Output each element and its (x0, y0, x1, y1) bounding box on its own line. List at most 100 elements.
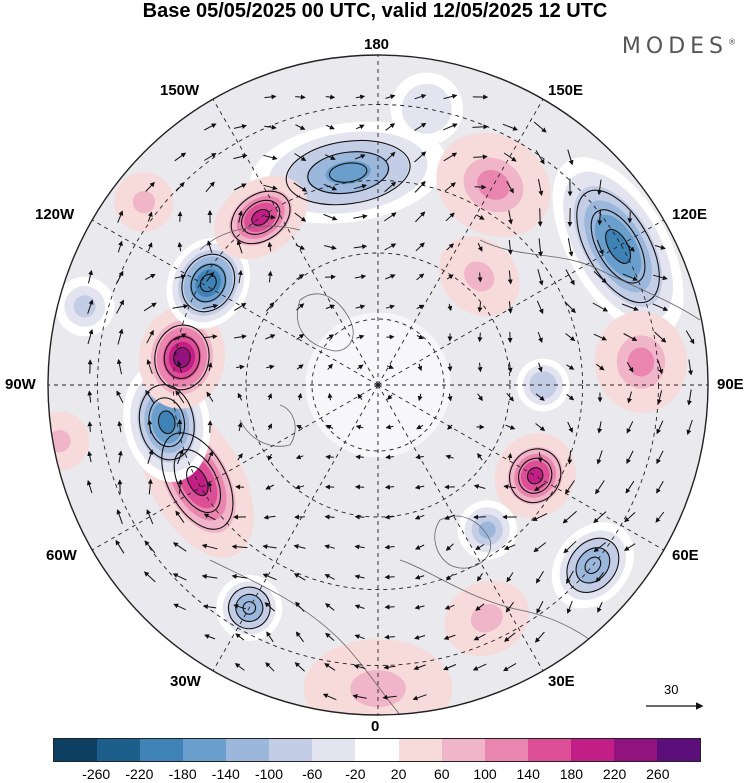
wind-arrow (324, 544, 335, 550)
wind-arrow (414, 634, 426, 640)
wind-arrow (444, 182, 456, 192)
wind-arrow (204, 123, 217, 131)
wind-arrow (147, 211, 153, 222)
lon-label-60w: 60W (46, 547, 77, 564)
wind-arrow (354, 574, 365, 580)
colorbar-tick-label: -260 (82, 766, 111, 782)
contour-rings (285, 139, 411, 206)
wind-arrow (295, 94, 306, 100)
colorbar-ticks: -260 -220 -180 -140 -100 -60 -20 20 60 100 140 180 2… (0, 766, 750, 783)
wind-arrow (443, 93, 458, 100)
wind-arrow (204, 152, 217, 161)
wind-arrow (416, 304, 425, 310)
wind-arrow (654, 331, 667, 343)
reference-vector-value: 30 (664, 682, 679, 697)
wind-arrow (237, 453, 243, 461)
wind-arrow (202, 604, 217, 610)
wind-arrow (205, 181, 215, 193)
wind-arrow (444, 604, 455, 610)
wind-arrow (353, 664, 366, 669)
wind-arrow (297, 392, 303, 401)
wind-arrow (295, 454, 304, 460)
wind-arrow (325, 94, 336, 100)
wind-arrow (201, 574, 218, 579)
wind-arrow (264, 94, 277, 100)
wind-arrow (593, 333, 608, 341)
coastline (209, 559, 401, 715)
wind-arrow (593, 511, 607, 524)
wind-arrow (267, 270, 273, 283)
wind-arrow (88, 269, 93, 284)
wind-arrow (621, 303, 639, 311)
positive-anomaly (138, 306, 226, 409)
wind-arrow (444, 514, 455, 520)
wind-arrow (293, 573, 306, 581)
wind-arrow (413, 664, 426, 671)
wind-arrow (267, 241, 273, 252)
wind-arrow (506, 572, 514, 583)
wind-arrow (414, 484, 425, 490)
lon-label-30e: 30E (548, 673, 575, 690)
colorbar-tick-label: 60 (434, 766, 450, 782)
wind-arrow (385, 94, 396, 100)
wind-arrow (266, 364, 275, 370)
wind-arrow (385, 274, 396, 280)
wind-arrow (385, 454, 394, 460)
wind-arrow (354, 604, 365, 610)
wind-arrow (207, 481, 213, 492)
wind-arrow (566, 600, 573, 614)
wind-arrow (595, 571, 604, 583)
wind-arrow (566, 364, 575, 370)
wind-arrow (296, 425, 304, 430)
wind-arrow (322, 693, 337, 701)
wind-arrow (356, 334, 365, 340)
wind-arrow (414, 94, 427, 100)
wind-arrow (623, 333, 638, 341)
wind-arrow (204, 634, 216, 640)
wind-arrow (532, 513, 548, 521)
wind-arrow (354, 274, 367, 280)
wind-arrow (535, 423, 546, 432)
wind-arrow (295, 244, 305, 250)
wind-arrow (382, 694, 397, 700)
wind-arrow (503, 484, 516, 490)
meridian-line (377, 384, 544, 672)
wind-arrow (447, 363, 453, 372)
wind-arrow (206, 391, 214, 402)
colorbar-tick-label: 260 (646, 766, 670, 782)
wind-arrow (535, 150, 545, 165)
wind-arrow (296, 364, 304, 370)
wind-arrow (565, 480, 575, 495)
contour-rings (566, 537, 620, 593)
wind-arrow (324, 574, 335, 580)
wind-arrow (566, 570, 574, 584)
polar-anomaly-map (47, 54, 709, 716)
wind-arrow (566, 393, 575, 401)
wind-arrow (172, 542, 187, 552)
page-title: Base 05/05/2025 00 UTC, valid 12/05/2025… (142, 0, 608, 22)
wind-arrow (447, 393, 453, 402)
lon-label-0: 0 (371, 718, 380, 735)
wind-arrow (237, 422, 243, 432)
wind-arrow (472, 663, 487, 671)
wind-arrow (507, 452, 513, 461)
wind-arrow (446, 243, 455, 251)
wind-arrow (117, 210, 124, 223)
colorbar-swatch (527, 739, 571, 761)
wind-arrow (326, 424, 334, 430)
wind-arrow (417, 363, 423, 372)
positive-anomaly (594, 311, 688, 413)
wind-arrow (143, 571, 156, 583)
wind-arrow (294, 212, 307, 222)
wind-arrow (233, 124, 247, 129)
wind-arrow (324, 514, 335, 520)
wind-arrow (415, 242, 425, 252)
brand-logo: MODES® (622, 34, 736, 59)
colorbar-swatch (441, 739, 485, 761)
colorbar-tick-label: -220 (125, 766, 154, 782)
wind-arrow (653, 274, 668, 281)
meridian-line (377, 98, 544, 386)
wind-arrow (535, 570, 544, 584)
wind-arrow (117, 420, 123, 433)
wind-arrow (414, 122, 427, 132)
